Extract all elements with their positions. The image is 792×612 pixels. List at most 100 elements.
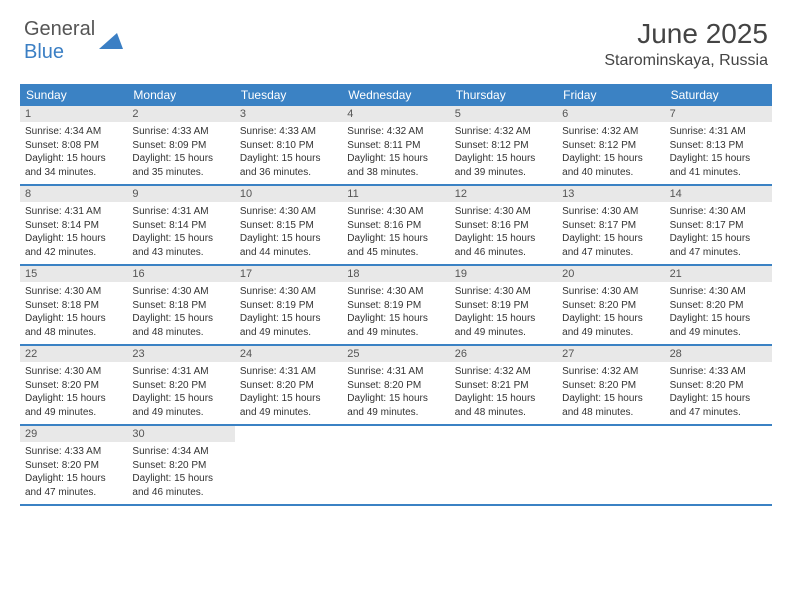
calendar-cell: 3Sunrise: 4:33 AMSunset: 8:10 PMDaylight… (235, 106, 342, 184)
day-info: Sunrise: 4:33 AMSunset: 8:20 PMDaylight:… (20, 442, 127, 504)
calendar-cell: 25Sunrise: 4:31 AMSunset: 8:20 PMDayligh… (342, 346, 449, 424)
calendar-cell-empty (235, 426, 342, 504)
day-number: 7 (665, 106, 772, 122)
day-info: Sunrise: 4:30 AMSunset: 8:20 PMDaylight:… (20, 362, 127, 424)
title-block: June 2025 Starominskaya, Russia (604, 18, 768, 70)
day-number: 20 (557, 266, 664, 282)
day-info: Sunrise: 4:30 AMSunset: 8:17 PMDaylight:… (557, 202, 664, 264)
day-info: Sunrise: 4:30 AMSunset: 8:15 PMDaylight:… (235, 202, 342, 264)
day-info: Sunrise: 4:31 AMSunset: 8:14 PMDaylight:… (127, 202, 234, 264)
day-number: 28 (665, 346, 772, 362)
day-number: 3 (235, 106, 342, 122)
calendar-cell: 18Sunrise: 4:30 AMSunset: 8:19 PMDayligh… (342, 266, 449, 344)
day-header-thu: Thursday (450, 84, 557, 106)
day-header-sun: Sunday (20, 84, 127, 106)
day-number: 15 (20, 266, 127, 282)
logo: General Blue (24, 18, 123, 64)
day-number: 22 (20, 346, 127, 362)
calendar-cell: 22Sunrise: 4:30 AMSunset: 8:20 PMDayligh… (20, 346, 127, 424)
day-info: Sunrise: 4:32 AMSunset: 8:20 PMDaylight:… (557, 362, 664, 424)
calendar-cell: 5Sunrise: 4:32 AMSunset: 8:12 PMDaylight… (450, 106, 557, 184)
day-number: 8 (20, 186, 127, 202)
day-number: 12 (450, 186, 557, 202)
day-number: 25 (342, 346, 449, 362)
calendar-cell: 7Sunrise: 4:31 AMSunset: 8:13 PMDaylight… (665, 106, 772, 184)
day-number: 26 (450, 346, 557, 362)
day-info: Sunrise: 4:31 AMSunset: 8:13 PMDaylight:… (665, 122, 772, 184)
day-info: Sunrise: 4:30 AMSunset: 8:16 PMDaylight:… (342, 202, 449, 264)
calendar-cell: 30Sunrise: 4:34 AMSunset: 8:20 PMDayligh… (127, 426, 234, 504)
calendar: Sunday Monday Tuesday Wednesday Thursday… (20, 84, 772, 506)
calendar-cell: 6Sunrise: 4:32 AMSunset: 8:12 PMDaylight… (557, 106, 664, 184)
day-info: Sunrise: 4:30 AMSunset: 8:16 PMDaylight:… (450, 202, 557, 264)
calendar-cell: 19Sunrise: 4:30 AMSunset: 8:19 PMDayligh… (450, 266, 557, 344)
calendar-cell: 8Sunrise: 4:31 AMSunset: 8:14 PMDaylight… (20, 186, 127, 264)
day-info: Sunrise: 4:30 AMSunset: 8:19 PMDaylight:… (342, 282, 449, 344)
calendar-cell: 23Sunrise: 4:31 AMSunset: 8:20 PMDayligh… (127, 346, 234, 424)
calendar-cell: 21Sunrise: 4:30 AMSunset: 8:20 PMDayligh… (665, 266, 772, 344)
calendar-cell: 16Sunrise: 4:30 AMSunset: 8:18 PMDayligh… (127, 266, 234, 344)
calendar-cell: 17Sunrise: 4:30 AMSunset: 8:19 PMDayligh… (235, 266, 342, 344)
day-info: Sunrise: 4:32 AMSunset: 8:11 PMDaylight:… (342, 122, 449, 184)
day-number: 9 (127, 186, 234, 202)
calendar-cell: 2Sunrise: 4:33 AMSunset: 8:09 PMDaylight… (127, 106, 234, 184)
logo-blue: Blue (24, 41, 64, 63)
day-info: Sunrise: 4:30 AMSunset: 8:19 PMDaylight:… (450, 282, 557, 344)
day-number: 4 (342, 106, 449, 122)
calendar-cell: 28Sunrise: 4:33 AMSunset: 8:20 PMDayligh… (665, 346, 772, 424)
week-row: 8Sunrise: 4:31 AMSunset: 8:14 PMDaylight… (20, 186, 772, 266)
calendar-cell: 12Sunrise: 4:30 AMSunset: 8:16 PMDayligh… (450, 186, 557, 264)
day-number: 29 (20, 426, 127, 442)
day-number: 17 (235, 266, 342, 282)
day-number: 2 (127, 106, 234, 122)
day-number: 5 (450, 106, 557, 122)
day-number: 24 (235, 346, 342, 362)
day-info: Sunrise: 4:30 AMSunset: 8:19 PMDaylight:… (235, 282, 342, 344)
day-number: 6 (557, 106, 664, 122)
day-info: Sunrise: 4:34 AMSunset: 8:08 PMDaylight:… (20, 122, 127, 184)
day-number: 23 (127, 346, 234, 362)
day-info: Sunrise: 4:30 AMSunset: 8:20 PMDaylight:… (557, 282, 664, 344)
day-header-wed: Wednesday (342, 84, 449, 106)
logo-triangle-icon (99, 33, 123, 49)
calendar-cell-empty (665, 426, 772, 504)
location: Starominskaya, Russia (604, 52, 768, 70)
day-number: 10 (235, 186, 342, 202)
week-row: 15Sunrise: 4:30 AMSunset: 8:18 PMDayligh… (20, 266, 772, 346)
day-header-tue: Tuesday (235, 84, 342, 106)
day-info: Sunrise: 4:32 AMSunset: 8:12 PMDaylight:… (450, 122, 557, 184)
calendar-cell: 20Sunrise: 4:30 AMSunset: 8:20 PMDayligh… (557, 266, 664, 344)
calendar-cell: 1Sunrise: 4:34 AMSunset: 8:08 PMDaylight… (20, 106, 127, 184)
day-info: Sunrise: 4:30 AMSunset: 8:20 PMDaylight:… (665, 282, 772, 344)
day-info: Sunrise: 4:30 AMSunset: 8:17 PMDaylight:… (665, 202, 772, 264)
day-info: Sunrise: 4:30 AMSunset: 8:18 PMDaylight:… (20, 282, 127, 344)
day-info: Sunrise: 4:31 AMSunset: 8:14 PMDaylight:… (20, 202, 127, 264)
day-header-mon: Monday (127, 84, 234, 106)
day-number: 16 (127, 266, 234, 282)
day-number: 19 (450, 266, 557, 282)
day-info: Sunrise: 4:30 AMSunset: 8:18 PMDaylight:… (127, 282, 234, 344)
logo-general: General (24, 18, 95, 40)
week-row: 22Sunrise: 4:30 AMSunset: 8:20 PMDayligh… (20, 346, 772, 426)
day-number: 1 (20, 106, 127, 122)
calendar-cell: 14Sunrise: 4:30 AMSunset: 8:17 PMDayligh… (665, 186, 772, 264)
day-number: 13 (557, 186, 664, 202)
calendar-cell: 29Sunrise: 4:33 AMSunset: 8:20 PMDayligh… (20, 426, 127, 504)
calendar-cell-empty (557, 426, 664, 504)
header: General Blue June 2025 Starominskaya, Ru… (0, 0, 792, 78)
day-number: 18 (342, 266, 449, 282)
day-info: Sunrise: 4:34 AMSunset: 8:20 PMDaylight:… (127, 442, 234, 504)
day-info: Sunrise: 4:33 AMSunset: 8:10 PMDaylight:… (235, 122, 342, 184)
day-header-row: Sunday Monday Tuesday Wednesday Thursday… (20, 84, 772, 106)
day-info: Sunrise: 4:31 AMSunset: 8:20 PMDaylight:… (342, 362, 449, 424)
logo-text: General Blue (24, 18, 95, 64)
calendar-cell: 15Sunrise: 4:30 AMSunset: 8:18 PMDayligh… (20, 266, 127, 344)
day-info: Sunrise: 4:31 AMSunset: 8:20 PMDaylight:… (127, 362, 234, 424)
day-header-sat: Saturday (665, 84, 772, 106)
calendar-cell: 13Sunrise: 4:30 AMSunset: 8:17 PMDayligh… (557, 186, 664, 264)
calendar-cell: 26Sunrise: 4:32 AMSunset: 8:21 PMDayligh… (450, 346, 557, 424)
calendar-cell-empty (450, 426, 557, 504)
month-title: June 2025 (604, 18, 768, 50)
calendar-cell-empty (342, 426, 449, 504)
calendar-cell: 11Sunrise: 4:30 AMSunset: 8:16 PMDayligh… (342, 186, 449, 264)
